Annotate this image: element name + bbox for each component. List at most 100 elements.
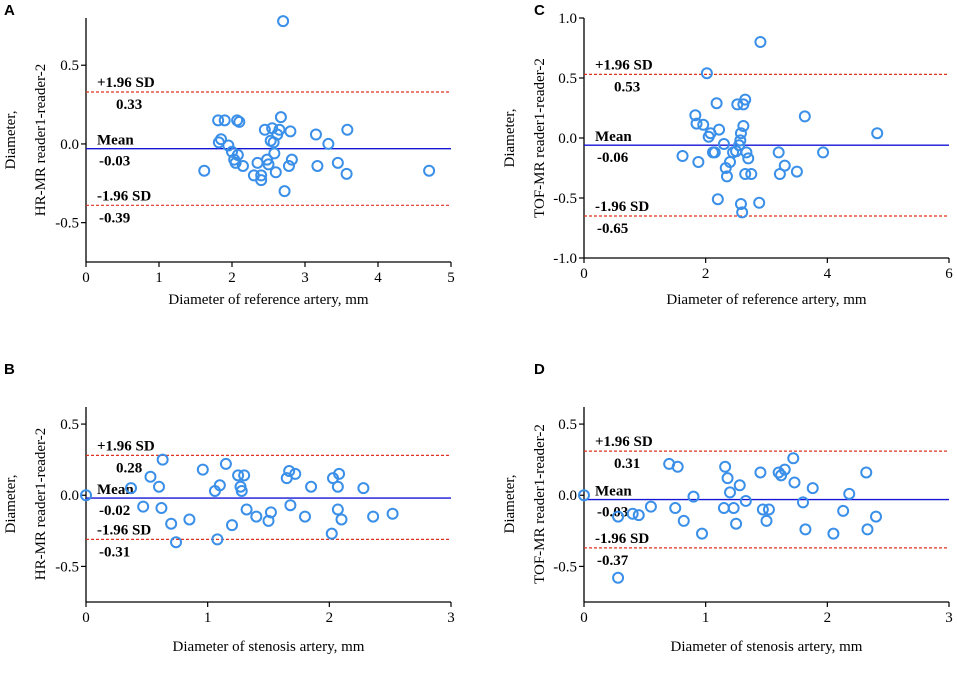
data-point [305,480,318,493]
data-point [144,470,157,483]
data-point [268,147,281,160]
data-point [745,168,758,180]
data-point [798,110,811,123]
x-tick-label: 1 [702,610,710,626]
x-tick-label: 1 [155,270,163,286]
data-point [717,502,730,515]
data-point [226,145,238,158]
mean-value: -0.02 [99,503,130,519]
data-point [696,527,709,540]
data-point [309,128,322,141]
y-axis-title-line1: Diameter, [502,109,518,168]
data-point [860,466,873,479]
data-point [255,174,268,187]
data-point [753,196,766,209]
x-tick-label: 4 [374,270,382,286]
data-point [231,148,244,161]
data-point [198,164,211,177]
data-point [713,123,726,136]
data-point [219,457,232,470]
y-tick-label: 0.5 [558,417,577,433]
panel-letter: C [534,2,545,19]
y-axis-title-line2: HR-MR reader1-reader-2 [33,64,49,217]
data-point [797,496,809,509]
data-point [274,111,287,124]
data-point [284,499,297,512]
data-point [231,114,244,127]
data-point [236,159,249,172]
y-tick-label: 1.0 [558,11,577,27]
data-point [80,489,92,502]
data-point [311,159,324,172]
data-point [578,489,590,502]
data-point [331,480,344,493]
data-point [710,97,723,110]
data-point [692,156,705,168]
data-point [708,146,721,159]
data-point [218,114,231,127]
x-tick-label: 2 [824,610,832,626]
data-point [717,138,730,150]
data-point [799,523,812,536]
data-point [273,123,286,136]
data-point [612,510,625,523]
data-point [754,36,767,48]
x-tick-label: 0 [580,610,588,626]
data-point [721,472,734,485]
data-point [817,146,830,159]
upper-limit-label: +1.96 SD [595,434,653,450]
data-point [843,487,856,500]
mean-label: Mean [595,129,632,145]
data-point [211,533,224,546]
data-point [137,500,150,513]
lower-limit-label: -1.96 SD [97,188,151,204]
data-point [733,479,746,492]
data-point [644,500,657,513]
y-axis-title-line2: TOF-MR reader1-reader-2 [532,424,548,584]
data-point [871,127,884,140]
panel-b: B 0 1 2 3 0.5 0.0 -0.5 +1.96 SD 0.28 Mean -0.02 -1.9… [3,361,455,655]
data-point [125,482,138,495]
upper-limit-value: 0.33 [116,97,142,113]
lower-limit-value: -0.37 [597,553,629,569]
data-point [264,506,277,519]
y-axis-title-line2: HR-MR reader1-reader-2 [33,428,49,581]
data-point [740,146,753,159]
y-tick-label: 0.5 [60,58,79,74]
data-point [772,466,785,479]
data-point [737,120,750,132]
data-point [734,134,747,147]
data-point [299,510,311,523]
data-point [255,169,268,182]
data-point [232,469,245,482]
x-tick-label: 3 [447,610,455,626]
panel-letter: A [4,2,15,19]
data-point [700,67,713,80]
data-point [724,486,736,499]
y-tick-label: 0.0 [60,488,79,504]
x-tick-label: 0 [82,270,90,286]
data-point [861,523,874,536]
data-point [739,168,752,180]
lower-limit-label: -1.96 SD [97,522,151,538]
data-point [772,146,785,159]
x-tick-label: 5 [447,270,455,286]
data-point [720,170,733,183]
data-point [734,198,747,210]
x-axis-title: Diameter of reference artery, mm [666,292,866,308]
data-point [739,93,752,106]
data-point [333,467,346,480]
data-point [250,510,263,523]
data-point [278,185,291,198]
data-point [183,513,196,526]
y-axis-title-line2: TOF-MR reader1-reader-2 [532,58,548,218]
data-point [669,502,682,515]
y-tick-label: 0.0 [558,131,577,147]
data-point [212,114,225,127]
data-point [165,517,178,530]
data-point [335,513,348,526]
x-tick-label: 0 [580,266,588,282]
data-point [285,153,298,166]
lower-limit-label: -1.96 SD [595,199,649,215]
